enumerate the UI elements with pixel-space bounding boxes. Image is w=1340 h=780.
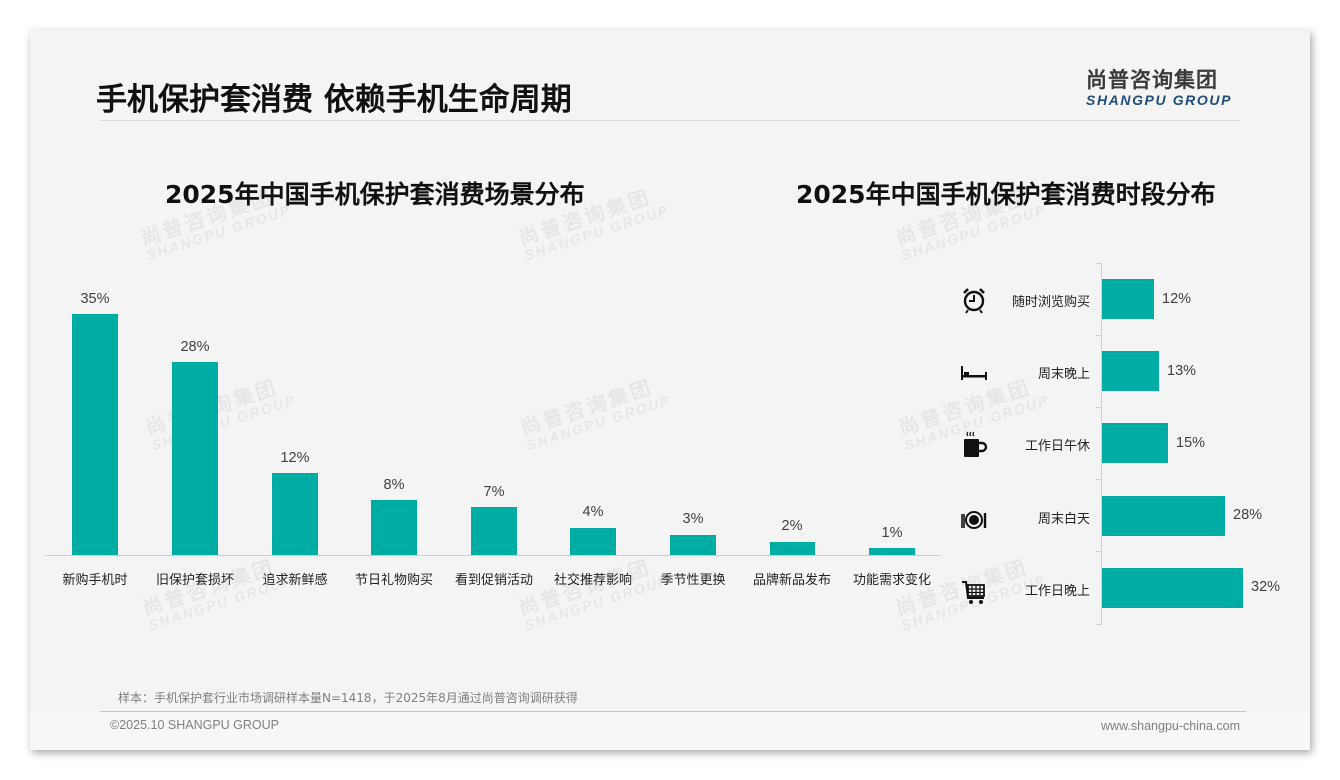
footer xyxy=(30,712,1310,750)
bar-value-label: 1% xyxy=(881,525,903,541)
category-label: 追求新鲜感 xyxy=(262,573,328,588)
bar-value-label: 12% xyxy=(280,450,310,466)
slide: 尚普咨询集团 SHANGPU GROUP 尚普咨询集团 SHANGPU GROUP … xyxy=(30,30,1310,750)
category-label: 周末晚上 xyxy=(1037,367,1090,382)
axis-tick xyxy=(1096,551,1102,552)
category-label: 工作日晚上 xyxy=(1024,584,1090,599)
alarm-clock-icon xyxy=(963,288,985,314)
category-label: 旧保护套损坏 xyxy=(155,573,234,588)
bar-1 xyxy=(1102,351,1159,391)
dining-plate-icon xyxy=(961,511,987,529)
bar-3 xyxy=(1102,496,1225,536)
bar-5 xyxy=(570,528,616,555)
scene-chart-title: 2025年中国手机保护套消费场景分布 xyxy=(165,180,585,209)
period-chart-title: 2025年中国手机保护套消费时段分布 xyxy=(796,180,1216,209)
bar-3 xyxy=(371,500,417,555)
bar-value-label: 2% xyxy=(781,518,803,534)
header-divider xyxy=(100,120,1240,121)
x-axis xyxy=(45,555,941,556)
bar-value-label: 4% xyxy=(582,504,604,520)
bar-value-label: 8% xyxy=(383,477,405,493)
copyright-text: ©2025.10 SHANGPU GROUP xyxy=(110,718,279,732)
sample-note: 样本：手机保护套行业市场调研样本量N=1418，于2025年8月通过尚普咨询调研… xyxy=(118,691,578,705)
bar-0 xyxy=(1102,279,1154,319)
bar-1 xyxy=(172,362,218,555)
y-axis xyxy=(1101,263,1102,625)
category-label: 社交推荐影响 xyxy=(553,573,632,588)
category-label: 新购手机时 xyxy=(62,573,128,588)
bar-value-label: 28% xyxy=(180,339,210,355)
logo-en-text: SHANGPU GROUP xyxy=(1086,92,1233,108)
shopping-cart-icon xyxy=(962,581,985,604)
coffee-cup-icon xyxy=(964,431,988,457)
logo-cn-text: 尚普咨询集团 xyxy=(1086,68,1218,92)
company-logo: 尚普咨询集团 SHANGPU GROUP xyxy=(1086,64,1232,108)
bar-value-label: 35% xyxy=(80,291,110,307)
axis-tick xyxy=(1096,479,1102,480)
page-title: 手机保护套消费 依赖手机生命周期 xyxy=(96,82,572,118)
category-label: 随时浏览购买 xyxy=(1011,295,1090,310)
bar-8 xyxy=(869,548,915,555)
category-label: 节日礼物购买 xyxy=(354,573,433,588)
bar-4 xyxy=(1102,568,1243,608)
category-label: 品牌新品发布 xyxy=(752,573,831,588)
bar-value-label: 3% xyxy=(682,511,704,527)
website-link[interactable]: www.shangpu-china.com xyxy=(1101,719,1240,733)
axis-tick xyxy=(1096,263,1102,264)
bar-value-label: 32% xyxy=(1251,579,1281,595)
category-label: 周末白天 xyxy=(1037,512,1090,527)
bar-6 xyxy=(670,535,716,555)
bar-4 xyxy=(471,507,517,555)
bar-value-label: 12% xyxy=(1162,291,1192,307)
bed-icon xyxy=(961,366,987,380)
axis-tick xyxy=(1096,624,1102,625)
bar-2 xyxy=(272,473,318,555)
bar-value-label: 7% xyxy=(483,484,505,500)
category-label: 看到促销活动 xyxy=(454,573,533,588)
bar-2 xyxy=(1102,423,1168,463)
bar-value-label: 15% xyxy=(1176,435,1206,451)
axis-tick xyxy=(1096,407,1102,408)
category-label: 工作日午休 xyxy=(1024,439,1090,454)
category-label: 季节性更换 xyxy=(660,573,726,588)
axis-tick xyxy=(1096,335,1102,336)
bar-value-label: 13% xyxy=(1167,363,1197,379)
bar-value-label: 28% xyxy=(1233,507,1263,523)
bar-0 xyxy=(72,314,118,555)
footer-divider xyxy=(100,711,1246,712)
bar-7 xyxy=(770,542,815,555)
category-label: 功能需求变化 xyxy=(852,573,931,588)
